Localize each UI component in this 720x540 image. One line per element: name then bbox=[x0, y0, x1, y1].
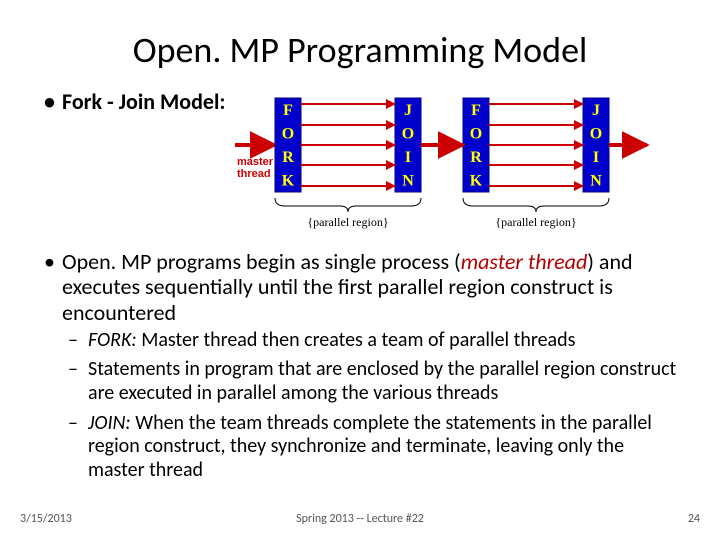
svg-text:R: R bbox=[471, 149, 483, 166]
svg-text:R: R bbox=[283, 149, 295, 166]
svg-text:F: F bbox=[284, 102, 294, 119]
main-paragraph: Open. MP programs begin as single proces… bbox=[40, 249, 680, 325]
svg-text:O: O bbox=[282, 125, 294, 142]
svg-text:N: N bbox=[403, 172, 415, 189]
svg-text:K: K bbox=[470, 172, 483, 189]
top-row: Fork - Join Model: FORKJOINFORKJOIN{para… bbox=[40, 90, 680, 235]
sub-bullet: JOIN: When the team threads complete the… bbox=[40, 412, 680, 483]
svg-text:master: master bbox=[237, 156, 274, 168]
fork-join-diagram: FORKJOINFORKJOIN{parallel region}{parall… bbox=[235, 90, 680, 235]
sub-bullet: Statements in program that are enclosed … bbox=[40, 358, 680, 405]
fork-join-label: Fork - Join Model: bbox=[40, 90, 225, 114]
svg-text:thread: thread bbox=[237, 168, 271, 180]
svg-text:I: I bbox=[593, 149, 599, 166]
footer: 3/15/2013 Spring 2013 -- Lecture #22 24 bbox=[0, 512, 720, 526]
svg-text:{parallel region}: {parallel region} bbox=[308, 215, 389, 229]
diagram-svg: FORKJOINFORKJOIN{parallel region}{parall… bbox=[235, 90, 655, 230]
para-master-thread: master thread bbox=[461, 248, 588, 275]
footer-center: Spring 2013 -- Lecture #22 bbox=[0, 512, 720, 526]
svg-text:J: J bbox=[592, 102, 600, 119]
svg-text:O: O bbox=[470, 125, 482, 142]
svg-text:J: J bbox=[404, 102, 412, 119]
sub-label: JOIN: bbox=[88, 411, 131, 435]
para-prefix: Open. MP programs begin as single proces… bbox=[62, 248, 461, 275]
svg-text:O: O bbox=[590, 125, 602, 142]
slide-title: Open. MP Programming Model bbox=[40, 28, 680, 72]
svg-text:K: K bbox=[282, 172, 295, 189]
svg-text:F: F bbox=[472, 102, 482, 119]
svg-text:I: I bbox=[405, 149, 411, 166]
svg-text:N: N bbox=[591, 172, 603, 189]
sub-text: Master thread then creates a team of par… bbox=[141, 328, 575, 352]
sub-bullet: FORK: Master thread then creates a team … bbox=[40, 329, 680, 353]
svg-text:O: O bbox=[402, 125, 414, 142]
slide: Open. MP Programming Model Fork - Join M… bbox=[0, 0, 720, 540]
sub-bullets: FORK: Master thread then creates a team … bbox=[40, 329, 680, 483]
sub-label: FORK: bbox=[88, 328, 137, 352]
sub-text: When the team threads complete the state… bbox=[88, 411, 652, 482]
sub-text: Statements in program that are enclosed … bbox=[88, 357, 676, 405]
svg-text:{parallel region}: {parallel region} bbox=[496, 215, 577, 229]
